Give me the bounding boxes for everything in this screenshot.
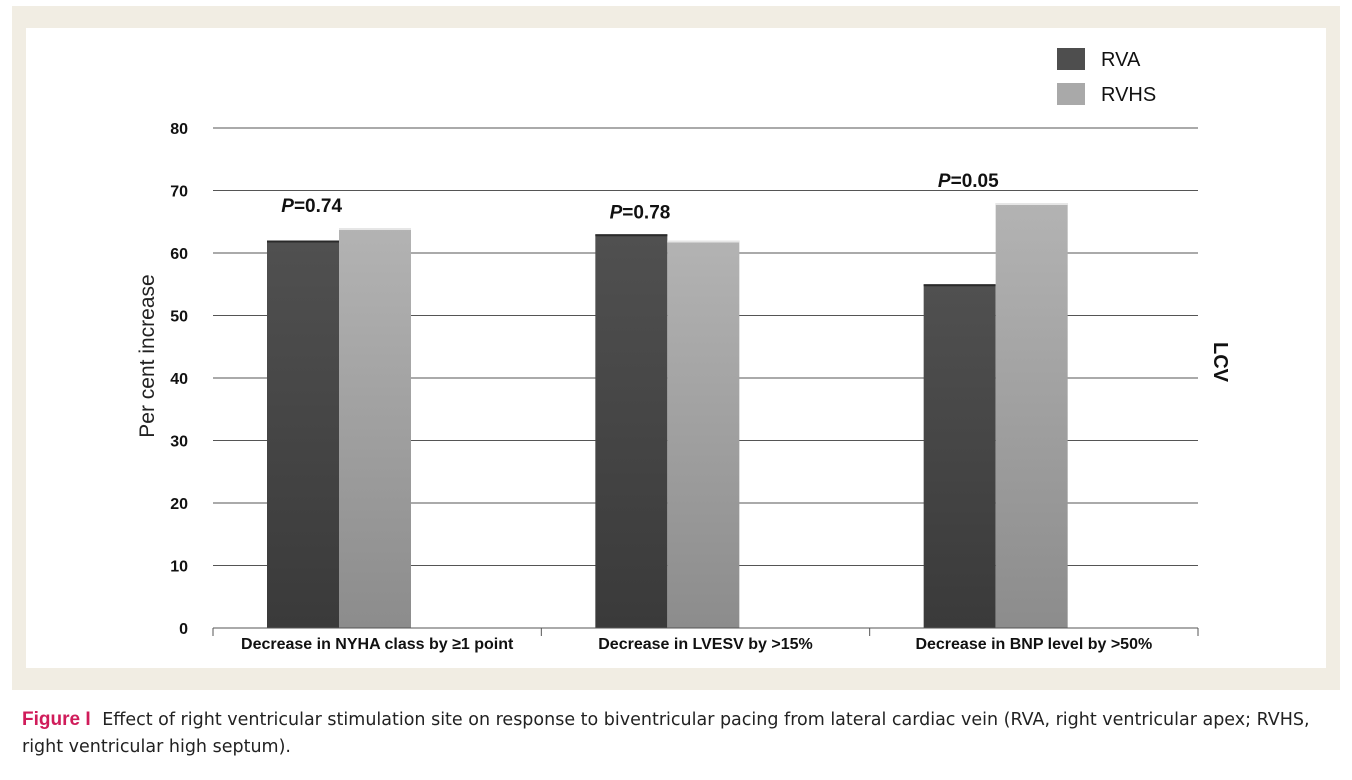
bar-top-rvhs-2 [667,240,740,243]
legend: RVA RVHS [1057,48,1156,106]
bar-rva-3 [923,284,996,628]
x-category-label-3: Decrease in BNP level by >50% [915,636,1152,653]
legend-label-rva: RVA [1101,49,1141,71]
y-tick-labels: 0 10 20 30 40 50 60 70 80 [170,121,188,638]
bar-rvhs-3 [995,203,1068,628]
legend-label-rvhs: RVHS [1101,84,1156,106]
bar-rva-2 [595,234,668,628]
bar-top-rva-1 [267,240,339,243]
figure-caption: Figure I Effect of right ventricular sti… [22,706,1332,761]
right-side-label: LCV [1209,342,1231,383]
bar-top-rvhs-1 [339,228,411,230]
legend-swatch-rva [1057,48,1085,70]
bar-top-rva-3 [923,284,996,287]
x-category-label-1: Decrease in NYHA class by ≥1 point [241,636,514,653]
bar-rvhs-1 [339,228,411,628]
bars [267,203,1068,628]
chart-box: 0 10 20 30 40 50 60 70 80 P=0.74 P=0.78 P=0.05 Dec… [26,28,1326,668]
y-tick-label-10: 10 [170,559,188,576]
y-tick-label-50: 50 [170,309,188,326]
y-tick-label-30: 30 [170,434,188,451]
bar-rva-1 [267,240,339,628]
bar-top-rva-2 [595,234,668,237]
y-tick-label-20: 20 [170,496,188,513]
legend-swatch-rvhs [1057,83,1085,105]
bar-chart: 0 10 20 30 40 50 60 70 80 P=0.74 P=0.78 P=0.05 Dec… [136,48,1231,653]
caption-text: Effect of right ventricular stimulation … [22,710,1310,757]
p-value-annotation-2: P=0.78 [610,202,671,223]
y-tick-label-60: 60 [170,246,188,263]
bar-rvhs-2 [667,240,740,628]
figure-label: Figure I [22,709,91,730]
y-axis-label: Per cent increase [136,274,159,437]
y-tick-label-80: 80 [170,121,188,138]
y-tick-label-0: 0 [179,621,188,638]
y-tick-label-40: 40 [170,371,188,388]
p-value-annotations: P=0.74 P=0.78 P=0.05 [281,171,999,223]
bar-top-rvhs-3 [995,203,1068,205]
y-tick-label-70: 70 [170,184,188,201]
p-value-annotation-1: P=0.74 [281,196,342,217]
x-axis: Decrease in NYHA class by ≥1 point Decrea… [212,627,1199,653]
figure-panel: 0 10 20 30 40 50 60 70 80 P=0.74 P=0.78 P=0.05 Dec… [12,6,1340,690]
x-category-label-2: Decrease in LVESV by >15% [598,636,812,653]
p-value-annotation-3: P=0.05 [938,171,999,192]
